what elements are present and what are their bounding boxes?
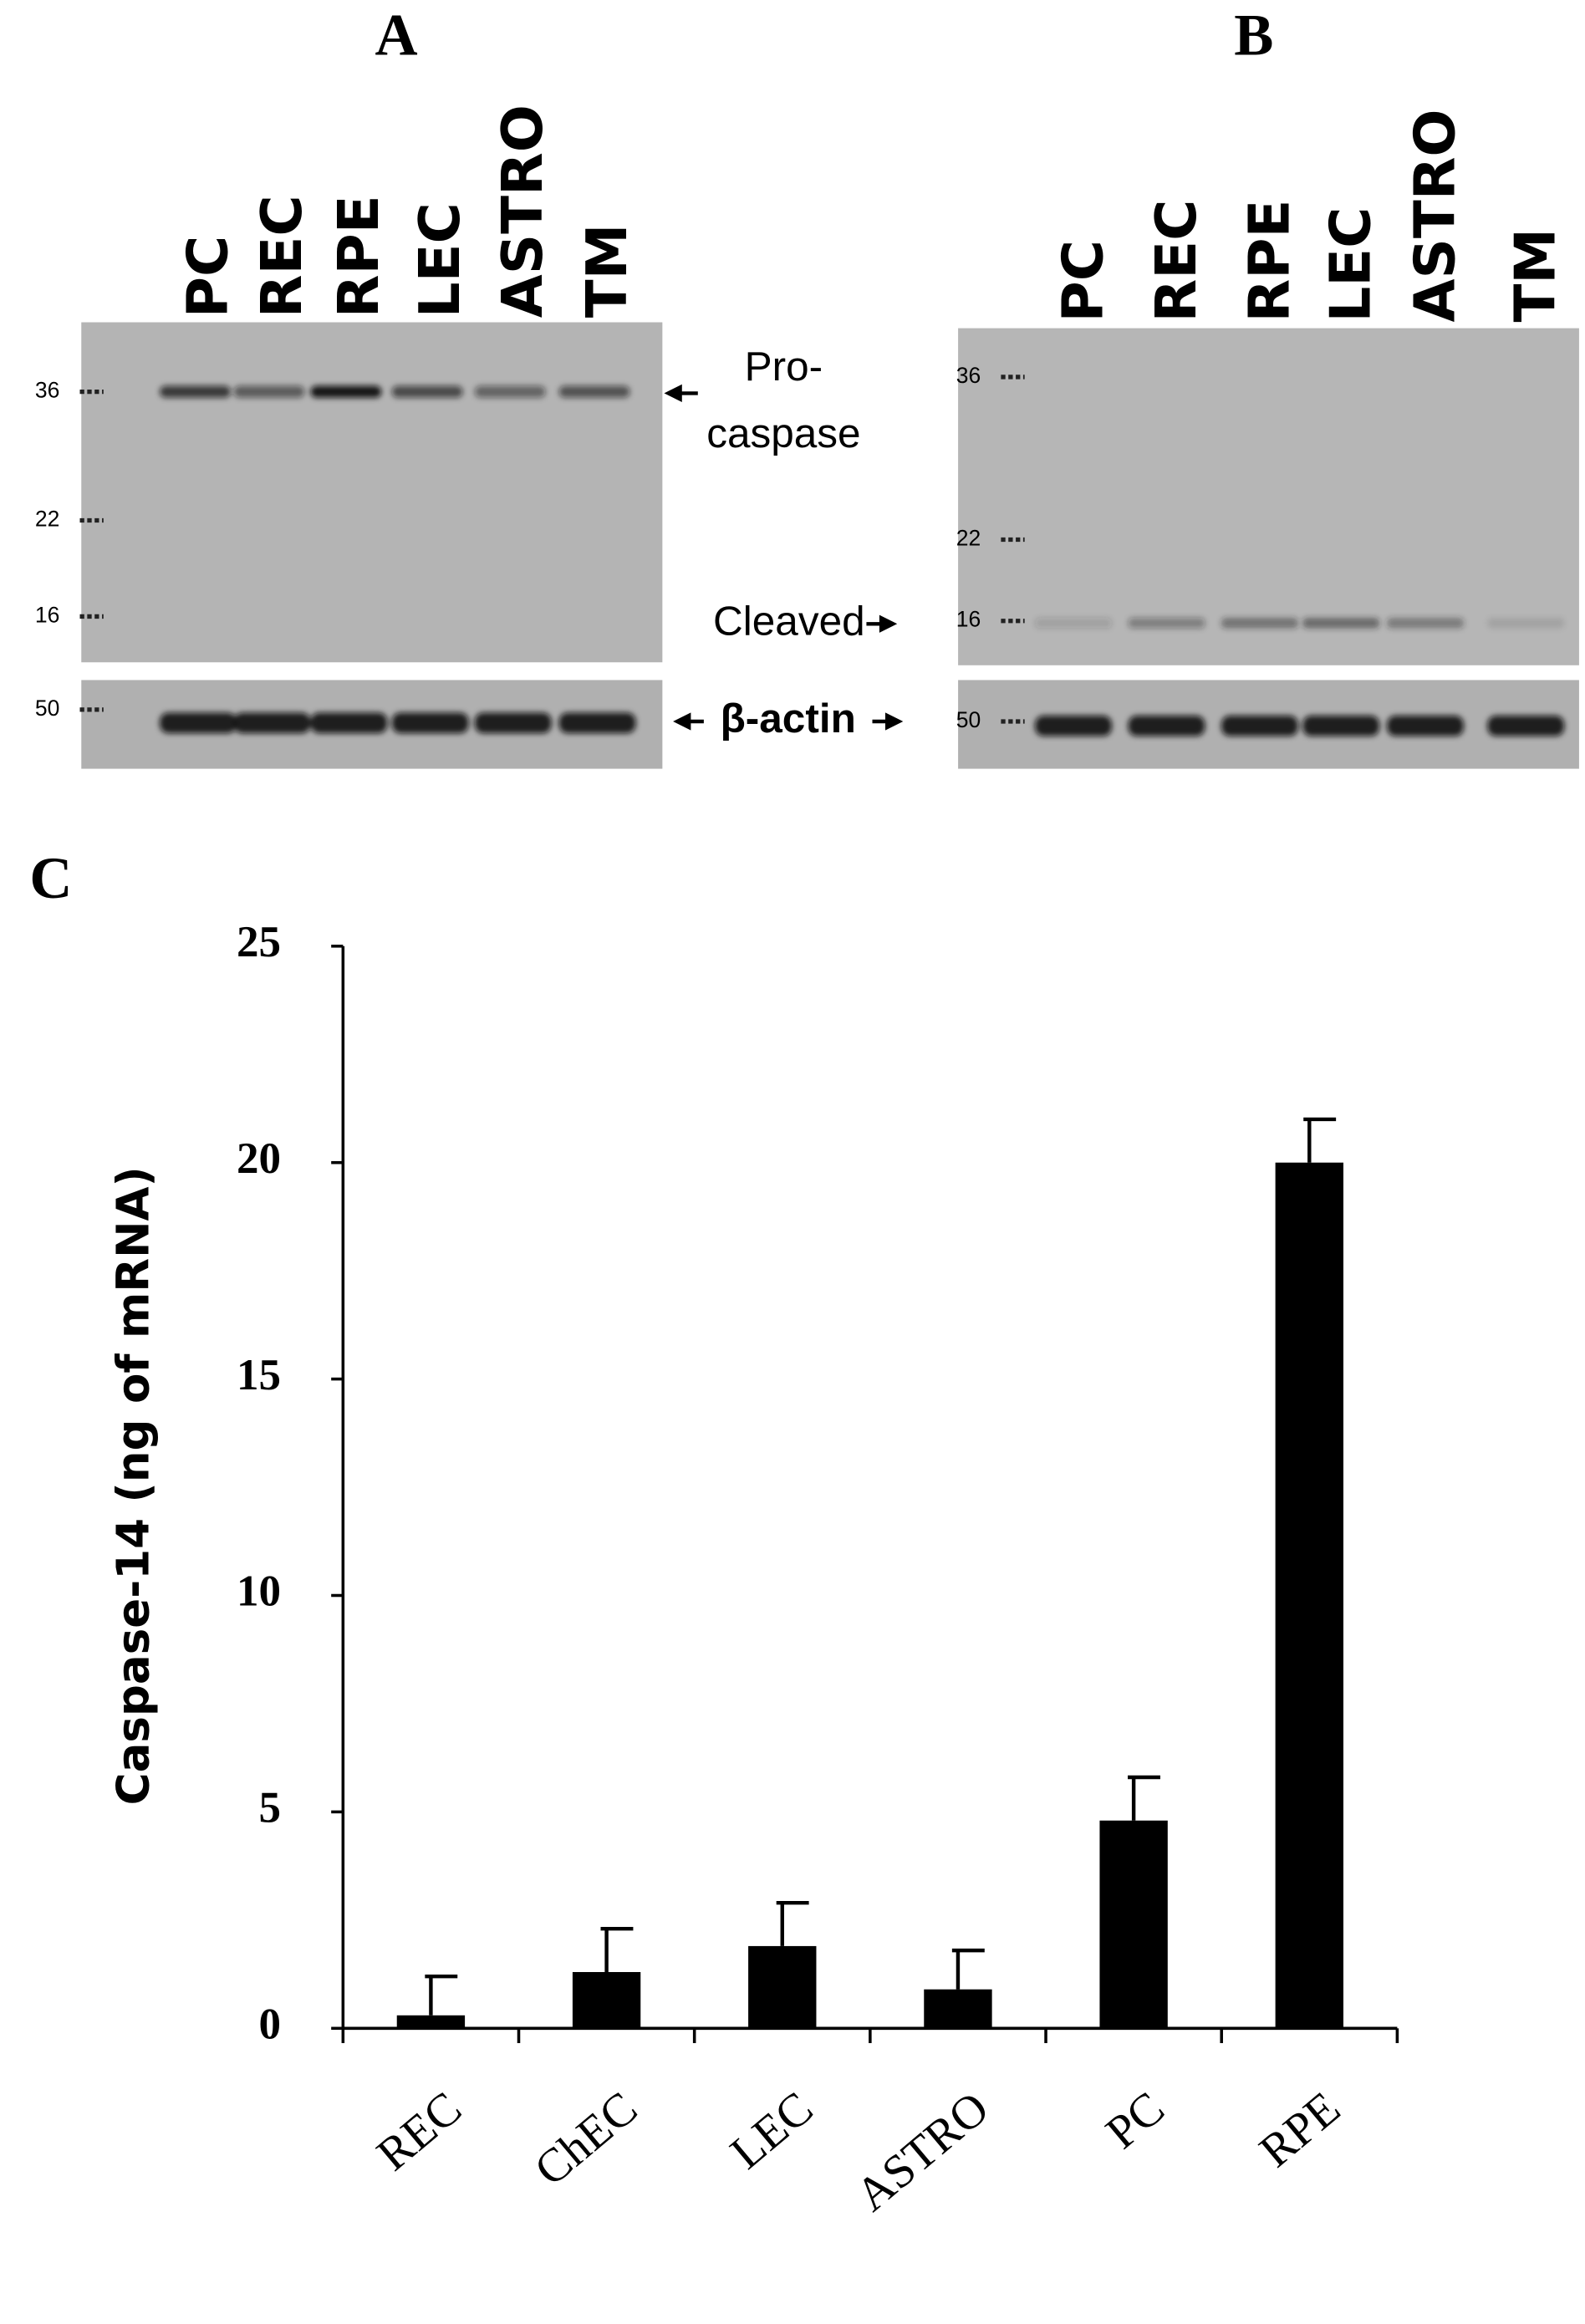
lane-label: ASTRO xyxy=(490,104,555,318)
band xyxy=(1487,618,1565,629)
band xyxy=(1387,618,1464,629)
band xyxy=(233,712,311,734)
bands xyxy=(160,385,1565,736)
error-bar xyxy=(1128,1775,1160,1821)
lane-label: PC xyxy=(175,236,240,319)
panel-label: C xyxy=(29,846,72,911)
y-tick-label: 10 xyxy=(237,1567,281,1616)
y-tick-label: 5 xyxy=(259,1784,282,1832)
annotation: β-actin xyxy=(721,696,856,742)
bar xyxy=(396,2015,466,2029)
panel-label: A xyxy=(375,3,417,69)
annotation: Pro- xyxy=(745,344,823,390)
lane-label: LEC xyxy=(1318,206,1384,322)
lane-label: REC xyxy=(1144,200,1209,323)
blot-b xyxy=(958,328,1579,665)
y-axis-label: Caspase-14 (ng of mRNA) xyxy=(107,1166,159,1805)
y-tick-label: 20 xyxy=(237,1134,281,1183)
lane-label: REC xyxy=(249,195,314,318)
lane-label: PC xyxy=(1051,240,1116,323)
bar xyxy=(572,1971,641,2029)
band xyxy=(233,385,305,398)
band xyxy=(160,712,237,734)
marker-label: 16 xyxy=(956,607,981,632)
y-tick-label: 0 xyxy=(259,2000,282,2048)
x-tick-label: RPE xyxy=(1250,2082,1349,2178)
bar xyxy=(1275,1162,1343,2029)
annotation: caspase xyxy=(706,410,860,456)
bar xyxy=(1099,1820,1168,2029)
marker-label: 36 xyxy=(35,378,60,403)
band xyxy=(1302,618,1380,629)
x-tick-label: LEC xyxy=(721,2082,823,2179)
band xyxy=(1487,715,1565,736)
error-bar xyxy=(1303,1117,1337,1163)
arrows xyxy=(664,384,904,731)
x-tick-label: PC xyxy=(1097,2082,1175,2159)
band xyxy=(1035,715,1113,736)
error-bar xyxy=(776,1900,809,1946)
band xyxy=(474,385,546,398)
marker-label: 16 xyxy=(35,602,60,627)
band xyxy=(1221,618,1298,629)
marker-label: 22 xyxy=(35,506,60,531)
band xyxy=(310,712,388,734)
bar xyxy=(748,1945,817,2029)
marker-label: 50 xyxy=(956,707,981,732)
error-bar xyxy=(600,1927,634,1973)
lane-label: RPE xyxy=(326,195,391,318)
band xyxy=(160,385,231,398)
band xyxy=(474,712,552,734)
lane-label: LEC xyxy=(407,202,472,318)
band xyxy=(1221,715,1298,736)
band xyxy=(1128,715,1205,736)
band xyxy=(558,712,636,734)
band xyxy=(310,385,382,398)
annotation: Cleaved xyxy=(713,598,865,644)
band xyxy=(1128,618,1205,629)
marker-label: 50 xyxy=(35,696,60,721)
marker-label: 36 xyxy=(956,363,981,388)
panel-label: B xyxy=(1234,3,1273,69)
x-tick-label: REC xyxy=(368,2082,471,2181)
marker-label: 22 xyxy=(956,525,981,550)
lane-label: ASTRO xyxy=(1402,109,1467,322)
error-bar xyxy=(951,1948,985,1990)
x-tick-label: ASTRO xyxy=(847,2082,999,2222)
blot-a xyxy=(81,322,663,663)
bar xyxy=(924,1989,992,2029)
band xyxy=(558,385,630,398)
y-tick-label: 15 xyxy=(237,1351,281,1399)
x-tick-label: ChEC xyxy=(525,2082,647,2196)
band xyxy=(391,385,463,398)
lane-label: RPE xyxy=(1236,200,1302,323)
band xyxy=(391,712,469,734)
lane-label: TM xyxy=(1503,228,1568,323)
error-bar xyxy=(425,1974,458,2016)
band xyxy=(1035,618,1113,629)
band xyxy=(1302,715,1380,736)
band xyxy=(1387,715,1464,736)
y-tick-label: 25 xyxy=(237,918,281,966)
lane-label: TM xyxy=(574,224,640,319)
